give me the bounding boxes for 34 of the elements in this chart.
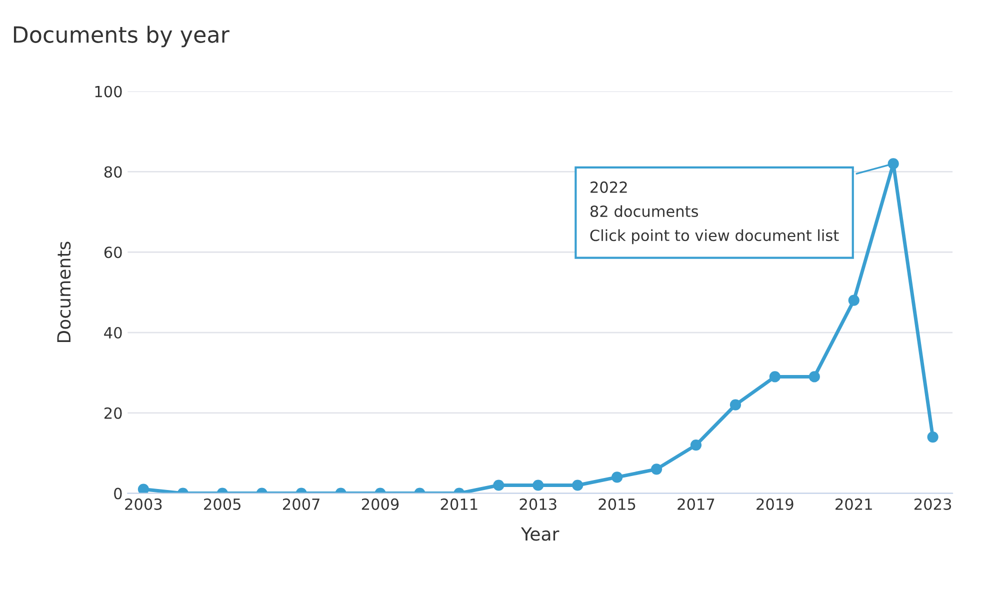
x-tick-label: 2007 — [283, 498, 320, 510]
y-axis-title: Documents — [57, 242, 71, 342]
point — [572, 480, 584, 491]
x-tick-label: 2011 — [440, 498, 478, 510]
point — [769, 371, 780, 382]
y-tick-label: 80 — [104, 166, 122, 178]
x-tick-label: 2021 — [836, 498, 872, 510]
point — [650, 464, 662, 475]
annotation: 2022 82 documents Click point to view document list — [590, 181, 839, 244]
x-tick-label: 2015 — [598, 498, 636, 510]
x-tick-label: 2023 — [914, 498, 952, 510]
point — [532, 480, 544, 491]
x-axis-title: Year — [520, 527, 560, 541]
y-tick-label: 60 — [104, 246, 122, 258]
point — [730, 399, 742, 410]
point — [493, 480, 504, 491]
point — [138, 484, 150, 494]
point — [888, 158, 899, 170]
point — [927, 431, 938, 443]
y-tick-label: 100 — [95, 86, 122, 98]
point — [848, 294, 860, 306]
point — [612, 472, 623, 483]
point — [690, 440, 702, 451]
y-tick-label: 0 — [114, 488, 122, 500]
y-tick-label: 40 — [104, 326, 122, 339]
chart-title: Documents by year — [14, 26, 230, 48]
x-tick-label: 2003 — [125, 498, 162, 510]
x-tick-label: 2005 — [204, 498, 240, 510]
y-tick-label: 20 — [104, 407, 122, 419]
x-tick-label: 2017 — [678, 498, 714, 510]
x-tick-label: 2009 — [362, 498, 399, 510]
x-tick-label: 2013 — [520, 498, 556, 510]
x-tick-label: 2019 — [756, 498, 794, 510]
point — [808, 371, 820, 382]
